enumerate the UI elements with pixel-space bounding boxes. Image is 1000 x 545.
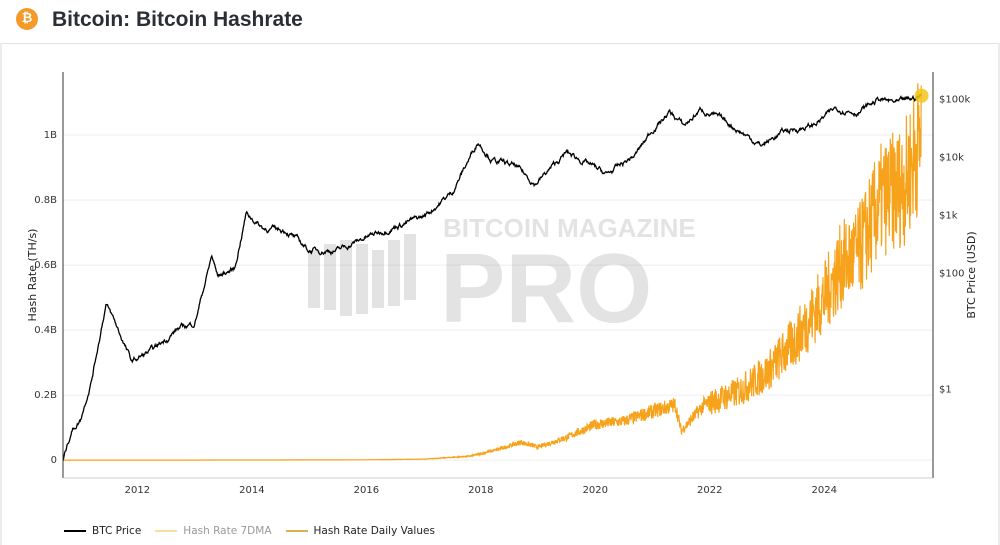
- legend-swatch: [285, 530, 308, 532]
- watermark-logo-icon: [308, 234, 416, 316]
- x-tick-label: 2024: [812, 485, 837, 496]
- page-title: Bitcoin: Bitcoin Hashrate: [52, 8, 303, 31]
- header: ₿ Bitcoin: Bitcoin Hashrate: [0, 0, 1000, 44]
- bitcoin-icon: ₿: [16, 8, 38, 30]
- x-tick-label: 2014: [239, 485, 264, 496]
- grid: [63, 134, 933, 461]
- y-right-tick-label: $1k: [939, 210, 958, 221]
- y-left-tick-label: 0.6B: [34, 260, 57, 271]
- legend-item-hash-rate-daily[interactable]: Hash Rate Daily Values: [285, 525, 435, 537]
- y-right-tick-label: $1: [939, 385, 952, 396]
- x-tick-label: 2016: [354, 485, 379, 496]
- ticks: 0 0.2B 0.4B 0.6B 0.8B 1B $1 $100 $1k $10k $100k 201…: [34, 94, 970, 496]
- watermark-line2: PRO: [440, 233, 652, 343]
- x-tick-label: 2022: [697, 485, 722, 496]
- watermark: BITCOIN MAGAZINE PRO: [308, 213, 696, 343]
- x-tick-label: 2020: [583, 485, 608, 496]
- y-right-tick-label: $100k: [939, 94, 970, 105]
- legend: BTC Price Hash Rate 7DMA Hash Rate Daily…: [64, 525, 435, 537]
- legend-item-hash-rate-7dma[interactable]: Hash Rate 7DMA: [155, 525, 272, 537]
- y-left-tick-label: 0.4B: [34, 325, 57, 336]
- btc-price-line: [62, 93, 923, 461]
- y-left-tick-label: 0.2B: [34, 390, 57, 401]
- legend-item-btc-price[interactable]: BTC Price: [64, 525, 141, 537]
- latest-point-marker: [914, 88, 929, 103]
- watermark-line1: BITCOIN MAGAZINE: [443, 213, 696, 243]
- y-right-tick-label: $10k: [939, 152, 964, 163]
- legend-swatch: [155, 530, 178, 532]
- y-left-tick-label: 0.8B: [34, 195, 57, 206]
- y-left-tick-label: 1B: [44, 130, 57, 141]
- series-layer: [62, 83, 929, 461]
- y-right-title: BTC Price (USD): [965, 231, 978, 318]
- x-tick-label: 2018: [468, 485, 493, 496]
- right-border: [998, 43, 1000, 545]
- x-tick-label: 2012: [125, 485, 150, 496]
- y-right-tick-label: $100: [939, 268, 964, 279]
- y-left-tick-label: 0: [51, 455, 57, 466]
- y-left-title: Hash Rate (TH/s): [26, 229, 39, 322]
- left-border: [0, 43, 2, 545]
- legend-swatch: [64, 530, 86, 532]
- hash-rate-daily-line: [63, 83, 922, 461]
